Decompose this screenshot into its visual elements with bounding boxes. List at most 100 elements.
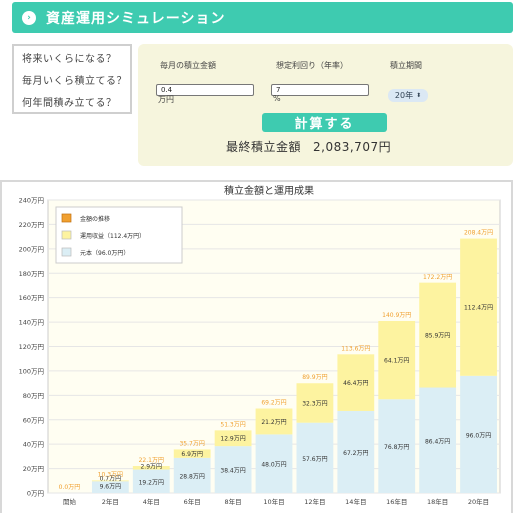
gain-bar (378, 320, 416, 400)
gain-bar (255, 408, 293, 435)
y-tick-label: 120万円 (19, 343, 44, 351)
y-tick-label: 240万円 (19, 197, 44, 205)
gain-value-label: 85.9万円 (425, 333, 450, 340)
total-value-label: 172.2万円 (423, 274, 452, 281)
principal-value-label: 9.6万円 (100, 483, 122, 490)
gain-value-label: 46.4万円 (343, 380, 368, 387)
principal-bar (460, 375, 497, 493)
gain-bar (91, 480, 129, 482)
total-value-label: 10.3万円 (98, 471, 123, 478)
total-value-label: 69.2万円 (261, 400, 286, 407)
period-select[interactable]: 20年 ⬍ (388, 89, 428, 102)
principal-value-label: 96.0万円 (466, 432, 491, 439)
menu-item-future-value[interactable]: 将来いくらになる？ (22, 53, 117, 65)
principal-bar (255, 434, 293, 493)
rate-unit: % (273, 94, 281, 103)
total-value-label: 208.4万円 (464, 230, 493, 237)
monthly-amount-input[interactable] (156, 84, 254, 96)
total-value-label: 140.9万円 (382, 312, 411, 319)
principal-value-label: 48.0万円 (261, 462, 286, 469)
legend-item-gain-swatch (61, 230, 72, 240)
accumulation-chart: 積立金額と運用成果 0万円 20万円 40万円 60万円 80万円 100万円 120万円 14… (19, 184, 501, 506)
legend-item-principal-swatch (61, 247, 72, 257)
principal-bar (337, 410, 375, 493)
x-tick-label: 開始 (63, 497, 77, 506)
principal-bar (296, 422, 334, 493)
total-value-label: 89.9万円 (302, 374, 327, 381)
period-label: 積立期間 (390, 61, 422, 70)
mode-menu: 将来いくらになる？ 毎月いくら積立てる？ 何年間積み立てる？ (12, 44, 132, 114)
principal-value-label: 19.2万円 (139, 479, 164, 486)
rate-label: 想定利回り（年率） (276, 61, 348, 70)
principal-bar (214, 446, 252, 493)
principal-value-label: 38.4万円 (220, 468, 245, 475)
gain-value-label: 32.3万円 (302, 400, 327, 407)
principal-bar (91, 481, 129, 493)
total-value-label: 113.6万円 (341, 345, 370, 352)
y-tick-label: 160万円 (19, 294, 44, 302)
chart-title: 積立金額と運用成果 (224, 184, 314, 197)
y-tick-label: 200万円 (19, 245, 44, 253)
menu-item-monthly-amount[interactable]: 毎月いくら積立てる？ (22, 75, 127, 87)
gain-bar (214, 430, 252, 447)
gain-bar (419, 282, 457, 388)
gain-value-label: 2.9万円 (140, 464, 162, 471)
menu-item-period[interactable]: 何年間積み立てる？ (22, 97, 117, 109)
calculate-button[interactable]: 計算する (262, 113, 387, 132)
gain-bar (132, 466, 170, 470)
gain-value-label: 64.1万円 (384, 358, 409, 365)
total-value-label: 35.7万円 (179, 440, 204, 447)
y-tick-label: 180万円 (19, 270, 44, 278)
app-header: › 資産運用シミュレーション (12, 2, 513, 33)
x-tick-label: 12年目 (304, 497, 325, 506)
simulation-form: 毎月の積立金額 想定利回り（年率） 積立期間 万円 % 20年 ⬍ 計算する 最… (138, 44, 513, 166)
principal-value-label: 86.4万円 (425, 438, 450, 445)
x-tick-label: 18年目 (427, 497, 448, 506)
legend-item-gain: 運用収益（112.4万円） (80, 232, 145, 240)
chevron-up-down-icon: ⬍ (416, 92, 422, 99)
gain-value-label: 112.4万円 (464, 305, 493, 312)
monthly-amount-label: 毎月の積立金額 (160, 61, 216, 70)
x-tick-label: 4年目 (143, 497, 160, 506)
x-tick-label: 10年目 (263, 497, 284, 506)
gain-value-label: 6.9万円 (181, 451, 203, 458)
total-value-label: 0.0万円 (59, 484, 81, 491)
gain-bar (296, 383, 334, 423)
gain-bar (460, 238, 497, 376)
monthly-amount-unit: 万円 (158, 95, 174, 104)
legend-box (55, 206, 183, 264)
principal-bar (419, 387, 457, 493)
period-select-value: 20年 (394, 91, 414, 100)
x-tick-label: 8年目 (225, 497, 242, 506)
principal-bar (378, 399, 416, 493)
gain-bar (337, 354, 375, 411)
gain-bar (173, 449, 211, 458)
x-tick-label: 20年目 (468, 497, 489, 506)
y-tick-label: 40万円 (23, 441, 44, 449)
gain-value-label: 21.2万円 (261, 419, 286, 426)
x-tick-label: 6年目 (184, 497, 201, 506)
y-tick-label: 220万円 (19, 221, 44, 229)
rate-input[interactable] (271, 84, 369, 96)
y-tick-label: 140万円 (19, 319, 44, 327)
x-tick-label: 14年目 (345, 497, 366, 506)
result-value: 2,083,707円 (313, 140, 392, 154)
y-tick-label: 80万円 (23, 392, 44, 400)
y-tick-label: 0万円 (27, 490, 44, 498)
page-title: 資産運用シミュレーション (46, 10, 226, 27)
principal-value-label: 57.6万円 (302, 456, 327, 463)
y-tick-label: 60万円 (23, 416, 44, 424)
principal-value-label: 67.2万円 (343, 450, 368, 457)
y-tick-label: 20万円 (23, 465, 44, 473)
principal-value-label: 76.8万円 (384, 444, 409, 451)
legend-item-principal: 元本（96.0万円） (80, 249, 129, 257)
x-tick-label: 2年目 (102, 497, 119, 506)
result-line: 最終積立金額 2,083,707円 (226, 138, 391, 155)
total-value-label: 22.1万円 (139, 457, 164, 464)
gain-value-label: 0.7万円 (100, 475, 122, 482)
legend-item-trend: 金額の推移 (80, 215, 110, 223)
principal-bar (132, 469, 170, 493)
chevron-right-icon: › (22, 10, 36, 25)
y-tick-label: 100万円 (19, 367, 44, 375)
legend-item-trend-swatch (61, 213, 72, 223)
